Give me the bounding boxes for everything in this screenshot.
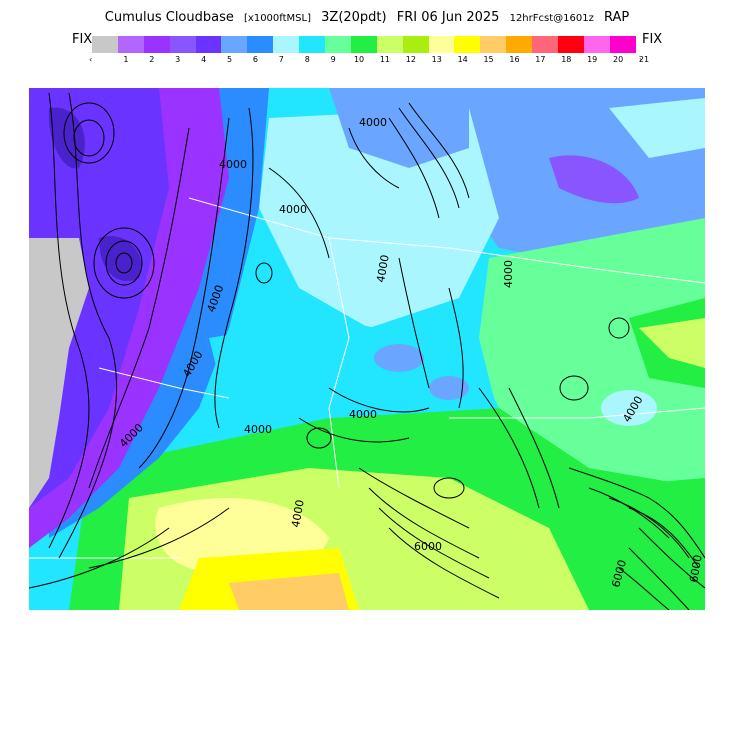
patch-light-1 xyxy=(601,390,657,426)
contour-label: 6000 xyxy=(414,540,442,553)
legend-swatch xyxy=(169,36,196,53)
product-name: Cumulus Cloudbase xyxy=(104,10,234,25)
border-mt-wy xyxy=(449,407,705,419)
legend-swatch xyxy=(92,36,118,53)
legend-tick-label: 8 xyxy=(304,55,310,64)
contour-label: 4000 xyxy=(244,423,272,436)
field-south-orange xyxy=(229,573,349,610)
border-canada-us xyxy=(188,197,705,284)
patch-blue-1 xyxy=(374,344,424,372)
legend-swatch xyxy=(143,36,170,53)
legend-swatch xyxy=(325,36,351,53)
legend-tick-label: 1 xyxy=(123,55,129,64)
legend-swatch xyxy=(117,36,144,53)
contour-label: 4000 xyxy=(289,499,307,529)
legend-tick-label: 13 xyxy=(431,55,442,64)
legend-swatch xyxy=(221,36,248,53)
legend-swatch xyxy=(506,36,533,53)
field-central-cyan xyxy=(209,318,499,418)
legend-tick-label: 12 xyxy=(405,55,416,64)
legend-swatch xyxy=(532,36,559,53)
legend-swatch xyxy=(350,36,377,53)
legend-tick-label: 9 xyxy=(330,55,336,64)
legend-left-arrow: ‹ xyxy=(89,55,93,64)
units-label: [x1000ftMSL] xyxy=(244,13,311,24)
legend-swatch xyxy=(376,36,403,53)
chart-title: Cumulus Cloudbase [x1000ftMSL] 3Z(20pdt)… xyxy=(0,10,734,25)
legend-swatch xyxy=(402,36,429,53)
contour-label: 4000 xyxy=(349,408,377,421)
legend-swatch xyxy=(299,36,326,53)
patch-blue-2 xyxy=(429,376,469,400)
legend-swatch xyxy=(247,36,274,53)
legend-swatch xyxy=(454,36,481,53)
fix-left-label: FIX xyxy=(72,32,93,47)
field-ne-purple xyxy=(549,155,639,204)
fix-right-label: FIX xyxy=(642,32,663,47)
legend-swatch xyxy=(558,36,584,53)
legend-tick-label: 18 xyxy=(561,55,572,64)
legend-tick-label: 5 xyxy=(226,55,233,64)
valid-time: 3Z(20pdt) xyxy=(321,10,387,25)
color-legend xyxy=(92,36,636,53)
field-olympic-dark xyxy=(99,236,142,282)
contour-label: 4000 xyxy=(219,158,247,171)
legend-tick-label: 6 xyxy=(252,55,258,64)
legend-tick-label: 3 xyxy=(175,55,181,64)
contour-label: 6000 xyxy=(687,554,705,584)
legend-tick-label: 14 xyxy=(457,55,468,64)
field-east-green xyxy=(479,218,705,498)
model-name: RAP xyxy=(603,10,630,25)
legend-tick-label: 4 xyxy=(201,55,207,64)
legend-tick-label: 7 xyxy=(278,55,284,64)
legend-tick-label: 2 xyxy=(149,55,155,64)
field-north-blue xyxy=(329,88,469,168)
legend-right-arrow: › xyxy=(639,55,643,64)
legend-tick-label: 11 xyxy=(379,55,391,64)
legend-tick-label: 21 xyxy=(638,55,650,64)
contour-label: 4000 xyxy=(359,116,387,129)
contour-label: 4000 xyxy=(502,260,515,288)
field-se-green xyxy=(589,478,705,610)
cloudbase-map: 4000 4000 4000 4000 4000 4000 4000 4000 … xyxy=(29,88,705,610)
legend-swatch xyxy=(428,36,455,53)
contour-lines xyxy=(29,92,705,610)
legend-tick-label: 17 xyxy=(535,55,546,64)
field-west-violet xyxy=(29,88,169,508)
legend-swatch xyxy=(195,36,222,53)
forecast-label: 12hrFcst@1601z xyxy=(509,13,594,24)
legend-tick-label: 16 xyxy=(509,55,520,64)
legend-tick-label: 20 xyxy=(613,55,624,64)
legend-tick-label: 15 xyxy=(483,55,494,64)
valid-date: FRI 06 Jun 2025 xyxy=(396,10,500,25)
contour-label: 4000 xyxy=(279,203,307,216)
field-east-yellowgreen xyxy=(639,318,705,368)
legend-swatch xyxy=(480,36,507,53)
field-ne-light xyxy=(609,98,705,158)
contour-label: 4000 xyxy=(374,254,392,284)
border-id-mt xyxy=(328,237,350,489)
legend-swatch xyxy=(609,36,636,53)
legend-ticks: 1 2 3 4 5 6 7 8 9 10 11 12 13 14 15 16 17 18 19 20 21 xyxy=(92,55,649,67)
legend-swatch xyxy=(583,36,610,53)
legend-swatch xyxy=(273,36,300,53)
border-wa-or xyxy=(98,367,230,399)
legend-tick-label: 19 xyxy=(587,55,598,64)
pacific-ocean xyxy=(29,238,89,508)
legend-tick-label: 10 xyxy=(353,55,365,64)
